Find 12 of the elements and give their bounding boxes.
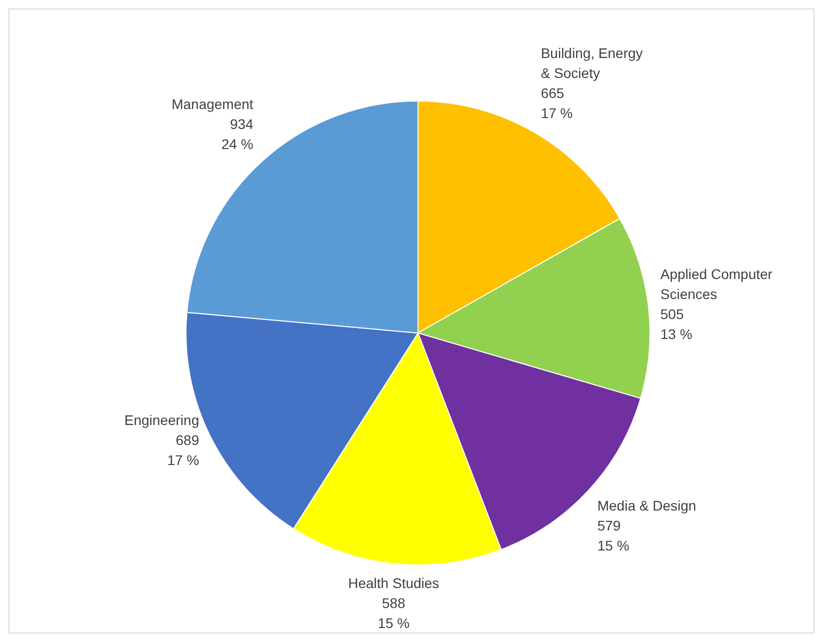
slice-label: Health Studies (348, 574, 440, 590)
data-label: 579 15 % (597, 517, 630, 554)
data-label: 934 24 % (221, 116, 254, 152)
slice-label: Media & Design (597, 497, 696, 514)
slice-label: Building, Energy & Society (540, 44, 643, 81)
data-label: 689 17 % (167, 432, 200, 468)
data-label: 665 17 % (540, 84, 573, 121)
slice-label: Engineering (124, 412, 200, 428)
data-label: 505 13 % (660, 306, 692, 342)
slice-label: Applied Computer Sciences (660, 266, 773, 302)
slice-label: Management (172, 96, 254, 112)
data-label: 588 15 % (378, 594, 410, 630)
